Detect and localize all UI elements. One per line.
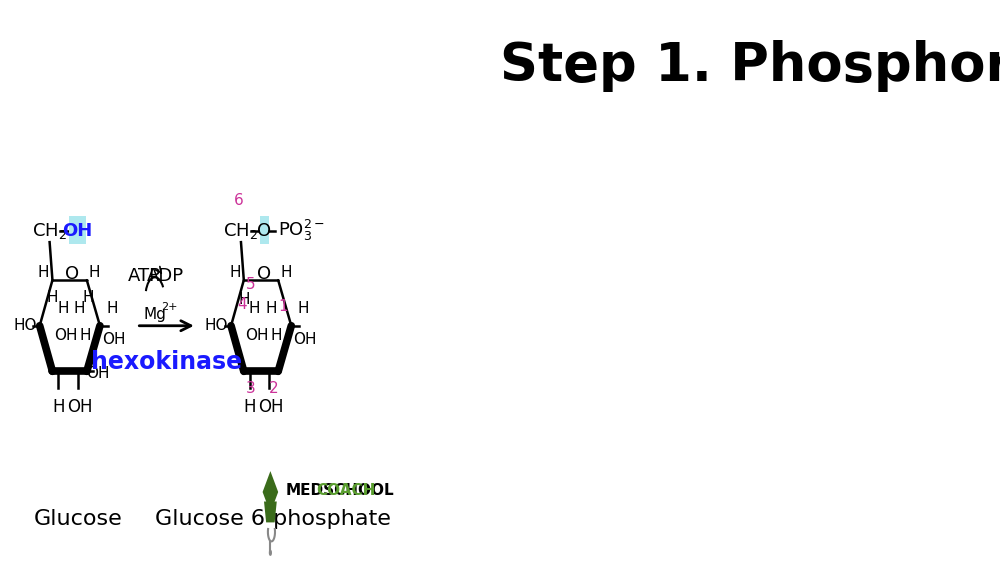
Text: H: H — [38, 265, 49, 280]
Polygon shape — [263, 471, 278, 513]
Text: 2+: 2+ — [161, 302, 178, 312]
Text: 6: 6 — [234, 193, 244, 208]
Text: Glucose 6-phosphate: Glucose 6-phosphate — [155, 508, 391, 529]
Text: hexokinase: hexokinase — [91, 350, 242, 374]
Circle shape — [270, 550, 271, 555]
Text: H: H — [47, 290, 58, 305]
Text: ADP: ADP — [147, 268, 184, 285]
Text: MEDSCHOOL: MEDSCHOOL — [285, 483, 394, 498]
Text: CH$_2$: CH$_2$ — [223, 221, 258, 241]
Text: 2: 2 — [269, 381, 279, 396]
Text: 1: 1 — [279, 299, 288, 314]
Text: H: H — [79, 328, 91, 343]
Text: H: H — [238, 291, 250, 307]
Text: H: H — [52, 398, 65, 416]
Text: ATP: ATP — [128, 268, 161, 285]
Text: 3: 3 — [245, 381, 255, 396]
Text: H: H — [298, 301, 309, 316]
Text: OH: OH — [54, 328, 77, 343]
Text: Glucose: Glucose — [34, 508, 122, 529]
Text: H: H — [74, 301, 85, 316]
Text: 5: 5 — [245, 277, 255, 293]
Text: H: H — [280, 265, 292, 280]
Polygon shape — [264, 502, 277, 523]
Text: COACH: COACH — [316, 483, 376, 498]
Text: Step 1. Phosphorylation of Glucose: Step 1. Phosphorylation of Glucose — [500, 40, 1000, 92]
Text: OH: OH — [102, 332, 125, 348]
Text: HO: HO — [13, 318, 37, 333]
Text: 4: 4 — [237, 298, 246, 312]
Text: H: H — [229, 265, 241, 280]
Text: OH: OH — [62, 222, 92, 240]
Text: OH: OH — [293, 332, 317, 348]
Text: OH: OH — [67, 398, 92, 416]
FancyBboxPatch shape — [69, 215, 86, 244]
Text: PO$_3^{2-}$: PO$_3^{2-}$ — [278, 218, 325, 243]
Text: H: H — [249, 301, 260, 316]
Text: Mg: Mg — [143, 307, 166, 322]
Text: HO: HO — [204, 318, 228, 333]
Text: H: H — [265, 301, 277, 316]
Text: H: H — [244, 398, 256, 416]
Text: H: H — [107, 301, 118, 316]
Text: H: H — [271, 328, 282, 343]
Text: O: O — [257, 222, 271, 240]
Text: H: H — [89, 265, 100, 280]
Text: O: O — [257, 265, 271, 283]
Text: O: O — [65, 265, 80, 283]
Text: OH: OH — [86, 366, 109, 381]
Text: H: H — [83, 290, 94, 305]
FancyBboxPatch shape — [260, 216, 269, 244]
Text: CH$_2$: CH$_2$ — [32, 221, 67, 241]
Text: OH: OH — [258, 398, 284, 416]
Text: H: H — [57, 301, 69, 316]
Text: OH: OH — [245, 328, 269, 343]
